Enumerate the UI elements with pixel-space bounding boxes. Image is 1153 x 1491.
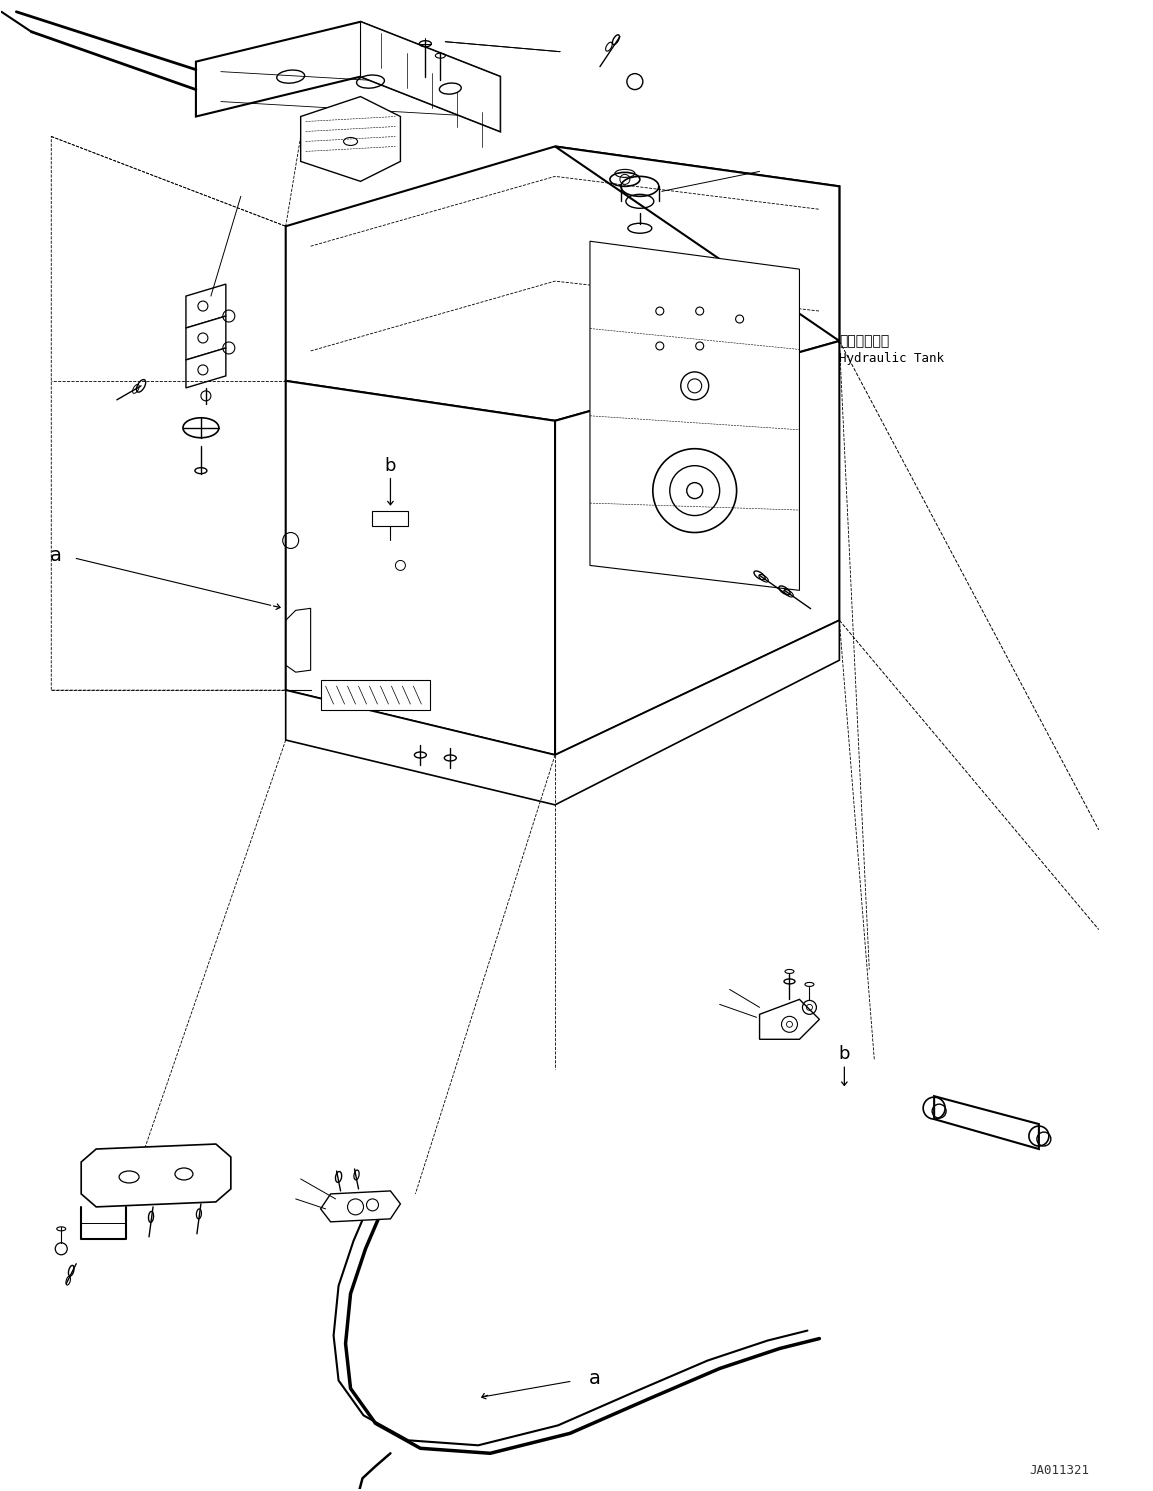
Polygon shape (196, 22, 500, 131)
Text: Hydraulic Tank: Hydraulic Tank (839, 352, 944, 365)
Text: 作動油タンク: 作動油タンク (839, 334, 890, 347)
Polygon shape (934, 1096, 1039, 1150)
Polygon shape (286, 620, 839, 805)
Text: a: a (589, 1369, 601, 1388)
Polygon shape (81, 1144, 231, 1206)
Polygon shape (321, 1191, 400, 1221)
Polygon shape (286, 380, 555, 754)
Polygon shape (555, 146, 839, 754)
Text: b: b (385, 456, 397, 474)
Text: JA011321: JA011321 (1028, 1464, 1088, 1476)
Polygon shape (760, 999, 820, 1039)
Polygon shape (286, 146, 839, 420)
Polygon shape (372, 510, 408, 525)
Polygon shape (186, 316, 226, 359)
Polygon shape (361, 22, 500, 131)
Polygon shape (186, 347, 226, 388)
Circle shape (786, 1021, 792, 1027)
Text: a: a (51, 546, 62, 565)
Polygon shape (301, 97, 400, 182)
Polygon shape (321, 680, 430, 710)
Circle shape (687, 483, 702, 498)
Text: b: b (838, 1045, 850, 1063)
Polygon shape (186, 285, 226, 328)
Polygon shape (590, 242, 799, 590)
